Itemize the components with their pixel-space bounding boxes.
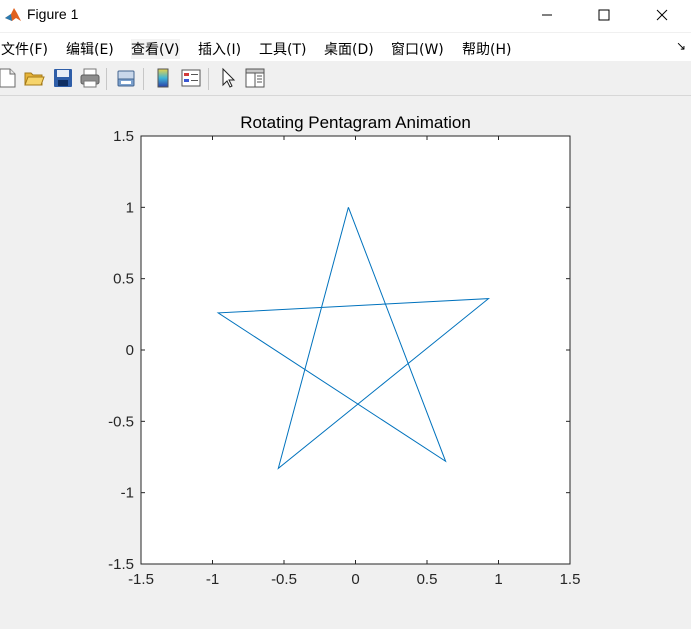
maximize-button[interactable] xyxy=(575,0,633,30)
pointer-icon[interactable] xyxy=(217,67,239,89)
toolbar-separator xyxy=(208,68,209,90)
x-tick-label: 1 xyxy=(494,571,502,588)
close-icon xyxy=(656,9,668,21)
y-tick-label: -1 xyxy=(121,485,134,502)
maximize-icon xyxy=(598,9,610,21)
x-tick-label: -1 xyxy=(206,571,219,588)
y-tick-label: 0 xyxy=(126,342,134,359)
y-tick-label: -0.5 xyxy=(108,413,134,430)
x-tick-labels: -1.5 -1 -0.5 0 0.5 1 1.5 xyxy=(128,571,580,588)
link-plot-icon[interactable] xyxy=(115,67,137,89)
x-tick-label: 0 xyxy=(351,571,359,588)
x-tick-label: -1.5 xyxy=(128,571,154,588)
axes-box[interactable] xyxy=(140,135,571,565)
print-icon[interactable] xyxy=(79,67,101,89)
menu-window[interactable]: 窗口(W) xyxy=(391,42,444,58)
x-tick-label: -0.5 xyxy=(271,571,297,588)
menu-tools[interactable]: 工具(T) xyxy=(259,42,307,58)
colorbar-icon[interactable] xyxy=(152,67,174,89)
menu-desktop[interactable]: 桌面(D) xyxy=(324,42,374,58)
y-tick-label: 1 xyxy=(126,199,134,216)
plot-area: Rotating Pentagram Animation -1.5 -1 -0.5 0… xyxy=(108,113,580,588)
menu-overflow-icon[interactable]: ↘ xyxy=(675,39,686,53)
menu-edit[interactable]: 编辑(E) xyxy=(66,42,114,58)
menu-insert[interactable]: 插入(I) xyxy=(198,42,242,58)
axis-ticks xyxy=(140,135,571,565)
menu-view[interactable]: 查看(V) xyxy=(131,39,180,59)
y-tick-labels: -1.5 -1 -0.5 0 0.5 1 1.5 xyxy=(108,128,134,573)
menu-file[interactable]: 文件(F) xyxy=(1,42,48,58)
plot-title: Rotating Pentagram Animation xyxy=(240,113,471,132)
window-title: Figure 1 xyxy=(27,6,79,22)
open-file-icon[interactable] xyxy=(23,67,45,89)
figure-canvas: Rotating Pentagram Animation -1.5 -1 -0.5 0… xyxy=(0,96,691,624)
legend-icon[interactable] xyxy=(180,67,202,89)
close-button[interactable] xyxy=(633,0,691,30)
minimize-button[interactable] xyxy=(518,0,576,30)
menu-help[interactable]: 帮助(H) xyxy=(462,42,512,58)
toolbar xyxy=(0,62,691,96)
save-icon[interactable] xyxy=(52,67,74,89)
new-figure-icon[interactable] xyxy=(0,67,18,89)
minimize-icon xyxy=(542,14,552,16)
pentagram-line xyxy=(216,207,491,470)
toolbar-separator xyxy=(106,68,107,90)
x-tick-label: 1.5 xyxy=(560,571,581,588)
title-bar[interactable]: Figure 1 xyxy=(0,0,691,32)
y-tick-label: 1.5 xyxy=(113,128,134,145)
y-tick-label: 0.5 xyxy=(113,271,134,288)
x-tick-label: 0.5 xyxy=(417,571,438,588)
toolbar-separator xyxy=(143,68,144,90)
menu-bar: 文件(F) 编辑(E) 查看(V) 插入(I) 工具(T) 桌面(D) 窗口(W… xyxy=(0,33,691,61)
property-editor-icon[interactable] xyxy=(244,67,266,89)
matlab-logo-icon xyxy=(3,5,23,25)
y-tick-label: -1.5 xyxy=(108,556,134,573)
